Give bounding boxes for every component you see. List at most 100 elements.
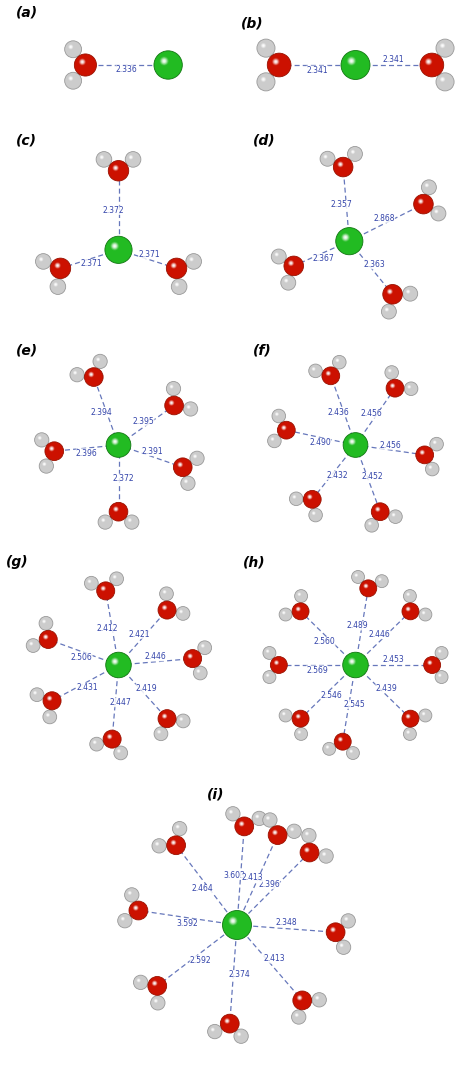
Circle shape — [115, 167, 117, 169]
Circle shape — [81, 61, 83, 63]
Circle shape — [326, 746, 328, 748]
Circle shape — [272, 829, 278, 836]
Circle shape — [267, 674, 269, 676]
Circle shape — [180, 611, 182, 612]
Circle shape — [231, 919, 235, 923]
Circle shape — [134, 906, 137, 910]
Circle shape — [422, 713, 425, 715]
Circle shape — [440, 77, 445, 82]
Text: 2.363: 2.363 — [364, 260, 386, 270]
Circle shape — [43, 621, 45, 623]
Circle shape — [262, 44, 265, 47]
Circle shape — [272, 58, 280, 65]
Circle shape — [228, 809, 233, 814]
Circle shape — [94, 742, 96, 744]
Circle shape — [173, 842, 174, 843]
Circle shape — [290, 492, 303, 506]
Circle shape — [345, 918, 347, 920]
Circle shape — [179, 609, 183, 614]
Circle shape — [101, 518, 105, 522]
Circle shape — [419, 199, 422, 203]
Circle shape — [378, 578, 382, 581]
Text: 2.421: 2.421 — [128, 629, 150, 639]
Circle shape — [266, 816, 270, 820]
Circle shape — [237, 1033, 241, 1036]
Circle shape — [408, 732, 409, 733]
Circle shape — [305, 831, 309, 836]
Text: (a): (a) — [16, 6, 38, 20]
Circle shape — [420, 54, 444, 77]
Circle shape — [296, 607, 300, 611]
Text: 3.592: 3.592 — [176, 919, 198, 928]
Circle shape — [89, 581, 90, 582]
Circle shape — [138, 980, 139, 981]
Circle shape — [291, 828, 293, 830]
Circle shape — [391, 384, 394, 387]
Circle shape — [406, 714, 410, 719]
Circle shape — [393, 514, 394, 516]
Circle shape — [130, 156, 132, 158]
Circle shape — [43, 692, 61, 709]
Text: 2.395: 2.395 — [133, 416, 155, 426]
Circle shape — [429, 465, 432, 469]
Circle shape — [292, 494, 297, 499]
Circle shape — [379, 579, 381, 580]
Circle shape — [274, 831, 276, 834]
Circle shape — [268, 826, 287, 844]
Circle shape — [297, 608, 300, 610]
Circle shape — [438, 649, 442, 653]
Circle shape — [408, 291, 409, 292]
Circle shape — [33, 690, 37, 696]
Circle shape — [89, 580, 91, 582]
Circle shape — [342, 233, 349, 241]
Circle shape — [383, 285, 402, 304]
Circle shape — [181, 476, 195, 490]
Circle shape — [113, 165, 118, 171]
Circle shape — [333, 157, 353, 177]
Circle shape — [266, 673, 269, 677]
Circle shape — [39, 437, 41, 439]
Circle shape — [115, 508, 117, 510]
Circle shape — [392, 385, 393, 386]
Circle shape — [154, 50, 182, 79]
Circle shape — [438, 649, 441, 653]
Circle shape — [298, 731, 301, 734]
Circle shape — [308, 494, 312, 499]
Circle shape — [296, 1014, 297, 1015]
Circle shape — [161, 58, 167, 64]
Circle shape — [316, 997, 318, 998]
Circle shape — [113, 575, 117, 579]
Circle shape — [375, 507, 380, 511]
Circle shape — [351, 441, 353, 443]
Circle shape — [187, 406, 190, 409]
Circle shape — [263, 78, 264, 80]
Circle shape — [111, 243, 118, 249]
Circle shape — [299, 997, 301, 998]
Circle shape — [178, 463, 182, 467]
Circle shape — [188, 654, 192, 659]
Circle shape — [298, 731, 301, 733]
Text: 2.396: 2.396 — [258, 881, 280, 889]
Circle shape — [274, 660, 278, 664]
Circle shape — [177, 462, 183, 468]
Circle shape — [273, 830, 277, 835]
Circle shape — [43, 633, 49, 640]
Circle shape — [284, 278, 288, 282]
Circle shape — [344, 236, 347, 239]
Circle shape — [440, 43, 445, 48]
Circle shape — [42, 461, 47, 467]
Circle shape — [179, 463, 182, 465]
Circle shape — [90, 372, 93, 377]
Circle shape — [313, 513, 314, 514]
Circle shape — [96, 357, 100, 362]
Circle shape — [319, 849, 333, 863]
Circle shape — [406, 290, 410, 293]
Circle shape — [97, 582, 115, 600]
Circle shape — [292, 828, 293, 830]
Circle shape — [172, 263, 176, 268]
Circle shape — [407, 715, 409, 718]
Circle shape — [350, 150, 356, 154]
Circle shape — [135, 906, 137, 910]
Circle shape — [121, 917, 125, 920]
Circle shape — [88, 371, 94, 378]
